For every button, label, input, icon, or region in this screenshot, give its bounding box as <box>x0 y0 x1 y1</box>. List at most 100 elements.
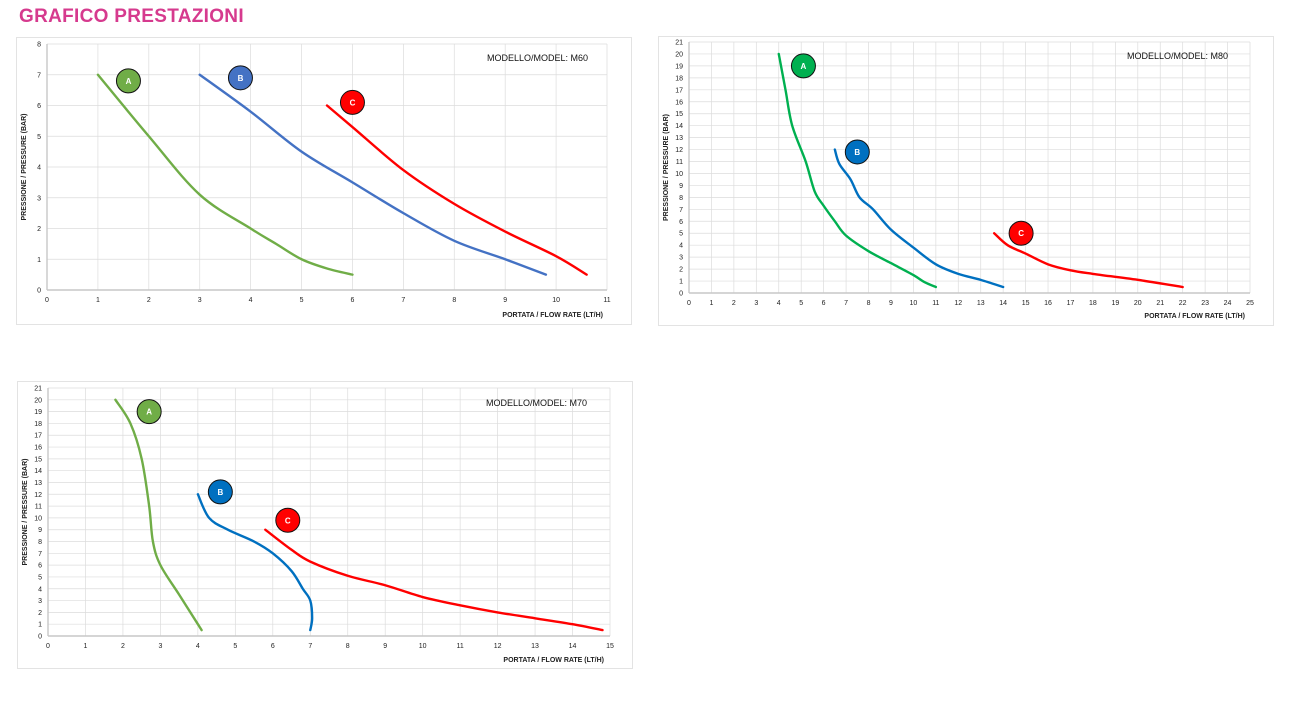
x-tick-label: 14 <box>999 300 1007 307</box>
series-line-b <box>198 73 548 276</box>
y-tick-label: 2 <box>38 610 42 617</box>
x-tick-label: 6 <box>271 643 275 650</box>
x-tick-label: 2 <box>121 643 125 650</box>
y-tick-label: 18 <box>675 75 683 82</box>
y-tick-label: 4 <box>38 586 42 593</box>
x-tick-label: 22 <box>1179 300 1187 307</box>
y-axis-title: PRESSIONE / PRESSURE (BAR) <box>663 114 670 221</box>
x-tick-label: 6 <box>351 297 355 304</box>
series-badge-b <box>844 139 870 165</box>
x-tick-label: 5 <box>799 300 803 307</box>
page-title: GRAFICO PRESTAZIONI <box>19 6 244 27</box>
series-line-b <box>833 148 1005 289</box>
x-tick-label: 10 <box>552 297 560 304</box>
x-tick-label: 12 <box>494 643 502 650</box>
series-badge-a <box>136 399 162 425</box>
series-badge-c <box>275 507 301 533</box>
y-tick-label: 6 <box>679 219 683 226</box>
y-tick-label: 16 <box>675 99 683 106</box>
x-tick-label: 7 <box>308 643 312 650</box>
x-tick-label: 0 <box>46 643 50 650</box>
x-axis-title: PORTATA / FLOW RATE (LT/H) <box>502 312 603 319</box>
x-tick-label: 3 <box>754 300 758 307</box>
series-badge-a <box>790 53 816 79</box>
x-tick-label: 6 <box>822 300 826 307</box>
series-badge-c <box>1008 220 1034 246</box>
x-axis-title: PORTATA / FLOW RATE (LT/H) <box>503 657 604 664</box>
x-tick-label: 8 <box>452 297 456 304</box>
y-tick-label: 20 <box>675 51 683 58</box>
x-tick-label: 5 <box>300 297 304 304</box>
x-tick-label: 11 <box>932 300 939 307</box>
x-tick-label: 0 <box>687 300 691 307</box>
y-tick-label: 2 <box>679 267 683 274</box>
y-tick-label: 9 <box>679 183 683 190</box>
series-badge-label: A <box>146 408 152 417</box>
x-tick-label: 4 <box>249 297 253 304</box>
y-tick-label: 0 <box>37 288 41 295</box>
y-tick-label: 1 <box>679 279 683 286</box>
y-tick-label: 6 <box>37 103 41 110</box>
x-tick-label: 10 <box>419 643 427 650</box>
y-tick-label: 1 <box>37 257 41 264</box>
y-tick-label: 21 <box>34 386 42 393</box>
series-badge-a <box>115 68 141 94</box>
x-tick-label: 19 <box>1111 300 1119 307</box>
y-tick-label: 14 <box>675 123 683 130</box>
x-tick-label: 8 <box>867 300 871 307</box>
series-badge-label: B <box>238 74 244 83</box>
y-tick-label: 8 <box>38 539 42 546</box>
x-axis-title: PORTATA / FLOW RATE (LT/H) <box>1144 313 1245 320</box>
x-tick-label: 20 <box>1134 300 1142 307</box>
series-badge-label: A <box>126 77 132 86</box>
y-tick-label: 6 <box>38 563 42 570</box>
series-badge-label: B <box>854 148 860 157</box>
x-tick-label: 18 <box>1089 300 1097 307</box>
chart-panel-m70: 0 1 2 3 4 5 6 7 8 9 10 11 12 13 14 15 16 17 18 19 20 21 0 1 2 3 4 5… <box>17 381 633 669</box>
y-tick-label: 2 <box>37 226 41 233</box>
x-tick-label: 3 <box>198 297 202 304</box>
y-tick-label: 3 <box>38 598 42 605</box>
y-tick-label: 21 <box>675 40 683 47</box>
y-tick-label: 7 <box>38 551 42 558</box>
y-tick-label: 18 <box>34 421 42 428</box>
y-tick-label: 13 <box>34 480 42 487</box>
x-tick-label: 2 <box>732 300 736 307</box>
y-tick-label: 11 <box>35 504 42 511</box>
y-tick-label: 0 <box>38 634 42 641</box>
series-badge-b <box>227 65 253 91</box>
y-axis-title: PRESSIONE / PRESSURE (BAR) <box>21 114 28 221</box>
series-line-a <box>96 73 354 276</box>
x-tick-label: 24 <box>1224 300 1232 307</box>
series-line-a <box>777 52 938 289</box>
x-tick-label: 15 <box>1022 300 1030 307</box>
x-tick-label: 1 <box>84 643 88 650</box>
y-axis-title: PRESSIONE / PRESSURE (BAR) <box>22 459 29 566</box>
y-tick-label: 13 <box>675 135 683 142</box>
chart-svg: 0 1 2 3 4 5 6 7 8 0 1 2 3 4 5 6 7 8 9 10 11 PORTATA / FLOW RA… <box>21 42 611 320</box>
y-tick-label: 4 <box>679 243 683 250</box>
series-line-c <box>992 232 1184 289</box>
y-tick-label: 11 <box>676 159 683 166</box>
x-tick-label: 8 <box>346 643 350 650</box>
x-tick-label: 11 <box>456 643 463 650</box>
y-tick-label: 5 <box>679 231 683 238</box>
x-tick-label: 11 <box>603 297 610 304</box>
y-tick-label: 1 <box>38 622 42 629</box>
series-badge-label: C <box>350 98 356 107</box>
y-tick-label: 10 <box>34 515 42 522</box>
series-line-c <box>264 528 604 632</box>
y-tick-label: 9 <box>38 527 42 534</box>
chart-panel-m60: 0 1 2 3 4 5 6 7 8 0 1 2 3 4 5 6 7 8 9 10 11 PORTATA / FLOW RA… <box>16 37 632 325</box>
x-tick-label: 1 <box>709 300 713 307</box>
chart-title: MODELLO/MODEL: M80 <box>1127 51 1228 61</box>
chart-panel-m80: 0 1 2 3 4 5 6 7 8 9 10 11 12 13 14 15 16 17 18 19 20 21 0 1 2 3 4 5… <box>658 36 1274 326</box>
y-tick-label: 20 <box>34 397 42 404</box>
x-tick-label: 2 <box>147 297 151 304</box>
y-tick-label: 14 <box>34 468 42 475</box>
y-tick-label: 7 <box>679 207 683 214</box>
x-tick-label: 10 <box>910 300 918 307</box>
series-badge-label: A <box>801 62 807 71</box>
x-tick-label: 21 <box>1156 300 1164 307</box>
